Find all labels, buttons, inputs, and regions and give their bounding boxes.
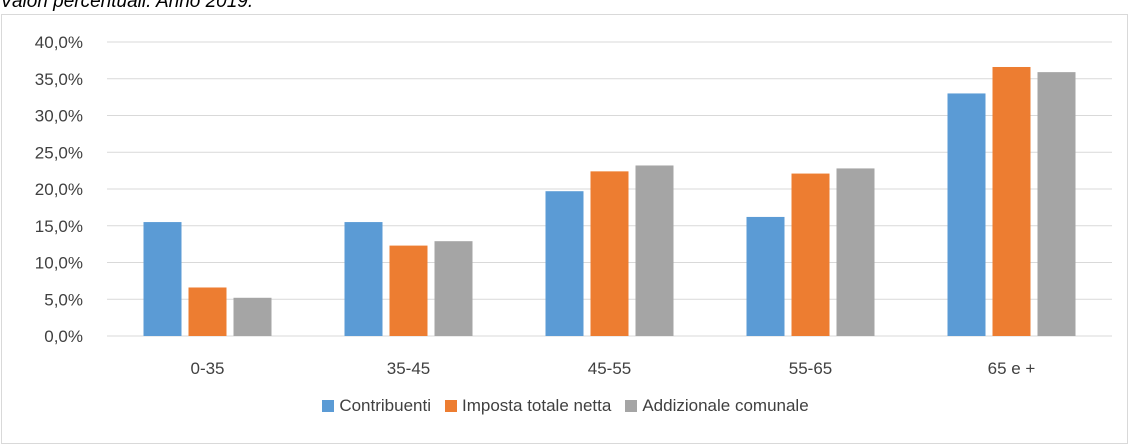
bar [947,93,986,336]
bar [188,287,227,336]
legend-swatch [322,400,335,412]
legend-item: Addizionale comunale [625,396,809,416]
y-tick-label: 5,0% [44,290,83,309]
legend-label: Addizionale comunale [642,396,809,415]
bar [344,222,383,336]
chart-caption: Valori percentuali. Anno 2019. [0,0,254,12]
x-tick-label: 65 e + [988,359,1036,378]
x-tick-label: 55-65 [789,359,832,378]
y-tick-label: 15,0% [35,217,83,236]
legend-label: Imposta totale netta [462,396,612,415]
bar [434,241,473,336]
bar [143,222,182,336]
x-tick-label: 35-45 [387,359,430,378]
legend-item: Imposta totale netta [445,396,611,416]
chart-legend: Contribuenti Imposta totale netta Addizion… [0,396,1131,416]
bar [1037,72,1076,336]
bar [836,168,875,336]
bar [992,66,1031,337]
y-tick-label: 10,0% [35,254,83,273]
y-tick-label: 25,0% [35,143,83,162]
legend-label: Contribuenti [339,396,431,415]
x-tick-label: 0-35 [190,359,224,378]
bar [791,173,830,336]
bar [233,297,272,336]
x-tick-label: 45-55 [588,359,631,378]
bar [635,165,674,336]
bar [590,171,629,336]
y-tick-label: 30,0% [35,107,83,126]
y-tick-label: 0,0% [44,327,83,346]
bar [545,191,584,336]
legend-item: Contribuenti [322,396,431,416]
y-tick-label: 35,0% [35,70,83,89]
bar [389,245,428,336]
y-tick-label: 20,0% [35,180,83,199]
legend-swatch [445,400,457,412]
y-tick-label: 40,0% [35,33,83,52]
legend-swatch [625,400,638,412]
bar [746,216,785,336]
